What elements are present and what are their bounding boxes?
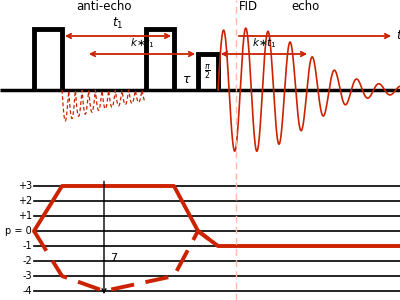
Text: anti-echo: anti-echo xyxy=(76,0,132,13)
Text: -1: -1 xyxy=(22,241,32,251)
Text: -2: -2 xyxy=(22,256,32,266)
Text: echo: echo xyxy=(292,0,320,13)
Text: +3: +3 xyxy=(18,181,32,191)
Text: $t_1$: $t_1$ xyxy=(112,16,124,32)
Text: -3: -3 xyxy=(22,271,32,281)
Text: $t_2$: $t_2$ xyxy=(396,28,400,44)
Text: $k{\ast}t_1$: $k{\ast}t_1$ xyxy=(252,37,276,50)
Text: +2: +2 xyxy=(18,196,32,206)
Text: p = 0: p = 0 xyxy=(5,226,32,236)
Text: $k{\ast}t_1$: $k{\ast}t_1$ xyxy=(130,37,154,50)
Text: FID: FID xyxy=(238,0,258,13)
Text: $\tau$: $\tau$ xyxy=(182,74,192,86)
Text: 7: 7 xyxy=(110,253,117,263)
Text: +1: +1 xyxy=(18,211,32,221)
Text: $\frac{\pi}{2}$: $\frac{\pi}{2}$ xyxy=(204,63,211,81)
Text: -4: -4 xyxy=(22,286,32,296)
